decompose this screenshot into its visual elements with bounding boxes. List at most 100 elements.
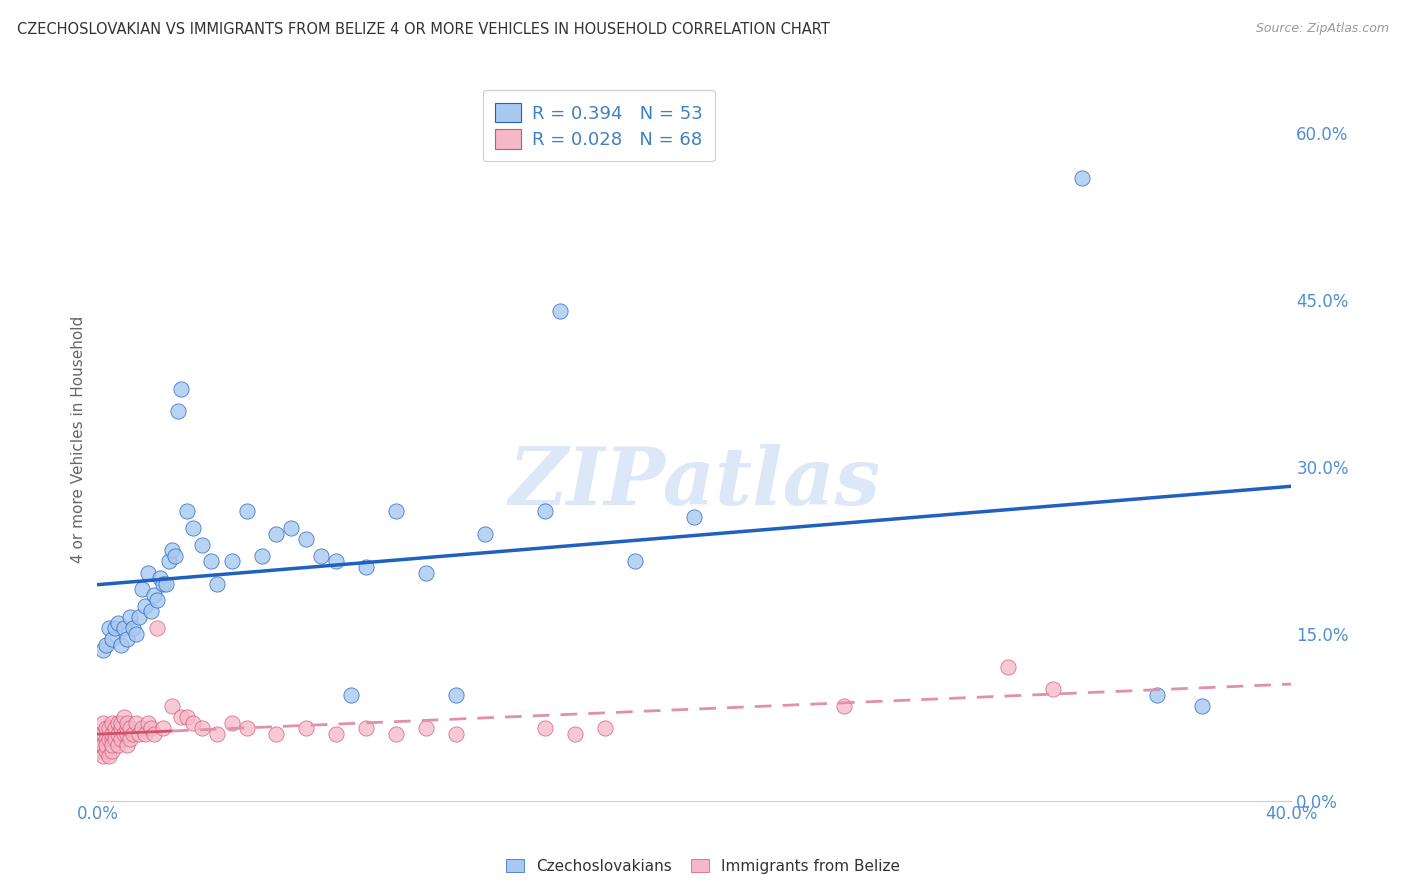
Point bbox=[110, 715, 132, 730]
Point bbox=[139, 721, 162, 735]
Text: ZIPatlas: ZIPatlas bbox=[509, 443, 880, 521]
Point bbox=[415, 566, 437, 580]
Point bbox=[146, 593, 169, 607]
Point bbox=[134, 599, 156, 613]
Point bbox=[191, 538, 214, 552]
Point bbox=[96, 743, 118, 757]
Point bbox=[385, 727, 408, 741]
Point bbox=[167, 404, 190, 418]
Point bbox=[107, 727, 129, 741]
Point bbox=[354, 721, 377, 735]
Point bbox=[115, 738, 138, 752]
Point bbox=[266, 727, 288, 741]
Point bbox=[131, 721, 153, 735]
Point bbox=[112, 710, 135, 724]
Point bbox=[170, 710, 193, 724]
Point bbox=[101, 727, 124, 741]
Point bbox=[110, 732, 132, 747]
Point bbox=[534, 504, 557, 518]
Legend: R = 0.394   N = 53, R = 0.028   N = 68: R = 0.394 N = 53, R = 0.028 N = 68 bbox=[482, 90, 714, 161]
Point bbox=[152, 576, 174, 591]
Point bbox=[155, 576, 177, 591]
Point bbox=[266, 526, 288, 541]
Point bbox=[101, 743, 124, 757]
Point bbox=[325, 727, 347, 741]
Point bbox=[115, 727, 138, 741]
Point bbox=[115, 715, 138, 730]
Point bbox=[104, 721, 127, 735]
Point bbox=[309, 549, 332, 563]
Point bbox=[107, 738, 129, 752]
Point bbox=[623, 554, 645, 568]
Point bbox=[200, 554, 222, 568]
Point bbox=[91, 715, 114, 730]
Point bbox=[110, 721, 132, 735]
Point bbox=[143, 588, 166, 602]
Point bbox=[134, 727, 156, 741]
Point bbox=[564, 727, 586, 741]
Point bbox=[143, 727, 166, 741]
Point bbox=[91, 643, 114, 657]
Point bbox=[160, 699, 183, 714]
Point bbox=[98, 621, 121, 635]
Point bbox=[295, 532, 318, 546]
Point bbox=[139, 605, 162, 619]
Point bbox=[832, 699, 855, 714]
Point bbox=[181, 715, 204, 730]
Point bbox=[89, 727, 111, 741]
Point bbox=[1042, 682, 1064, 697]
Point bbox=[1146, 688, 1168, 702]
Point bbox=[120, 732, 142, 747]
Point bbox=[176, 504, 198, 518]
Point bbox=[96, 638, 118, 652]
Point bbox=[98, 732, 121, 747]
Point bbox=[125, 626, 148, 640]
Point bbox=[181, 521, 204, 535]
Point bbox=[101, 732, 124, 747]
Point bbox=[170, 382, 193, 396]
Point bbox=[101, 715, 124, 730]
Point bbox=[354, 560, 377, 574]
Point bbox=[115, 632, 138, 647]
Point bbox=[91, 749, 114, 764]
Point bbox=[89, 732, 111, 747]
Point bbox=[683, 509, 706, 524]
Point bbox=[104, 621, 127, 635]
Point bbox=[96, 732, 118, 747]
Point bbox=[474, 526, 496, 541]
Point bbox=[104, 727, 127, 741]
Point bbox=[98, 749, 121, 764]
Point bbox=[107, 615, 129, 630]
Point bbox=[191, 721, 214, 735]
Point bbox=[997, 660, 1019, 674]
Point bbox=[96, 721, 118, 735]
Point bbox=[415, 721, 437, 735]
Text: CZECHOSLOVAKIAN VS IMMIGRANTS FROM BELIZE 4 OR MORE VEHICLES IN HOUSEHOLD CORREL: CZECHOSLOVAKIAN VS IMMIGRANTS FROM BELIZ… bbox=[17, 22, 830, 37]
Point bbox=[163, 549, 186, 563]
Point bbox=[221, 554, 243, 568]
Point bbox=[96, 738, 118, 752]
Point bbox=[128, 727, 150, 741]
Point bbox=[152, 721, 174, 735]
Point bbox=[110, 638, 132, 652]
Point bbox=[157, 554, 180, 568]
Point bbox=[280, 521, 302, 535]
Point bbox=[325, 554, 347, 568]
Point bbox=[221, 715, 243, 730]
Point bbox=[385, 504, 408, 518]
Point bbox=[160, 543, 183, 558]
Point bbox=[205, 727, 228, 741]
Point bbox=[250, 549, 273, 563]
Point bbox=[101, 738, 124, 752]
Point bbox=[444, 688, 467, 702]
Point bbox=[91, 727, 114, 741]
Point bbox=[235, 504, 257, 518]
Point bbox=[235, 721, 257, 735]
Point bbox=[149, 571, 172, 585]
Point bbox=[444, 727, 467, 741]
Point bbox=[107, 715, 129, 730]
Point bbox=[122, 727, 145, 741]
Point bbox=[125, 715, 148, 730]
Point bbox=[534, 721, 557, 735]
Point bbox=[104, 732, 127, 747]
